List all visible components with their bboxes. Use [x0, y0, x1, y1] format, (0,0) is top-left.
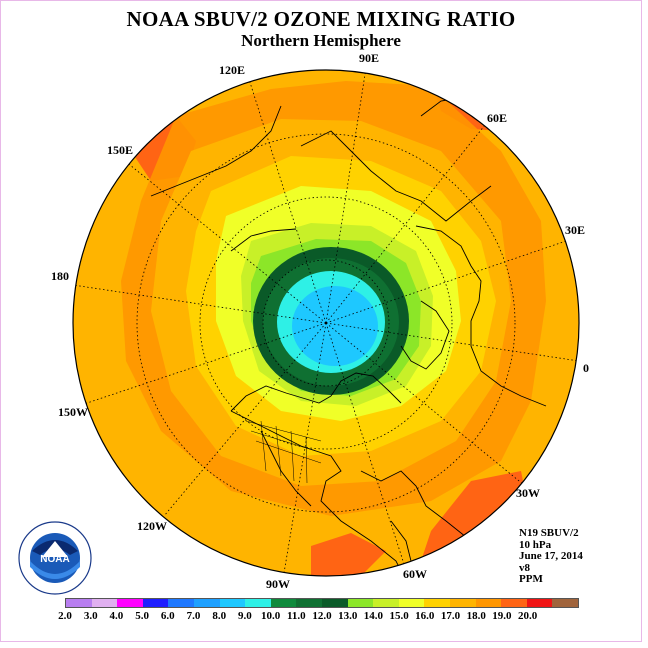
lon-label-90w: 90W	[266, 577, 290, 591]
colorbar-segment	[219, 599, 246, 607]
colorbar-tick-label: 3.0	[83, 610, 98, 622]
lon-label-90e: 90E	[359, 51, 380, 65]
lon-label-150e: 150E	[107, 143, 134, 157]
colorbar-segment	[501, 599, 527, 607]
colorbar-tick-label: 20.0	[517, 610, 538, 622]
colorbar-tick-label: 19.0	[492, 610, 512, 622]
colorbar-segment	[66, 599, 92, 607]
colorbar-segment	[193, 599, 220, 607]
colorbar-tick-label: 5.0	[135, 610, 149, 622]
state-boundaries	[245, 420, 322, 484]
colorbar-segment	[424, 599, 450, 607]
lon-label-0: 0	[583, 361, 589, 375]
colorbar-segment	[270, 599, 297, 607]
colorbar-tick-label: 16.0	[415, 610, 435, 622]
colorbar-tick-label: 11.0	[286, 610, 306, 622]
lon-label-30e: 30E	[565, 223, 586, 237]
polar-ozone-map	[72, 69, 580, 577]
lon-label-120e: 120E	[219, 63, 246, 77]
colorbar-segment	[321, 599, 348, 607]
colorbar-tick-label: 12.0	[312, 610, 332, 622]
noaa-logo-icon: NOAA	[18, 521, 92, 595]
lon-label-60e: 60E	[487, 111, 508, 125]
version-label: v8	[519, 561, 530, 574]
lon-label-150w: 150W	[58, 405, 88, 419]
colorbar-tick-label: 18.0	[466, 610, 486, 622]
colorbar-segment	[245, 599, 271, 607]
colorbar-segment	[449, 599, 476, 607]
lon-label-60w: 60W	[403, 567, 427, 581]
colorbar-tick-label: 13.0	[338, 610, 358, 622]
lon-label-120w: 120W	[137, 519, 167, 533]
colorbar-segment	[347, 599, 374, 607]
colorbar-tick-label: 15.0	[389, 610, 409, 622]
colorbar-tick-label: 7.0	[186, 610, 201, 622]
colorbar-segment	[91, 599, 118, 607]
coastlines	[150, 95, 547, 576]
colorbar-segment	[373, 599, 399, 607]
graticule	[73, 70, 579, 574]
colorbar-tick-label: 2.0	[58, 610, 72, 622]
units-label: PPM	[519, 573, 543, 585]
colorbar-segment	[296, 599, 322, 607]
colorbar	[65, 598, 579, 608]
colorbar-segment	[117, 599, 143, 607]
colorbar-tick-label: 6.0	[160, 610, 175, 622]
colorbar-tick-label: 9.0	[238, 610, 252, 622]
band-8-9	[292, 286, 378, 366]
logo-text: NOAA	[40, 554, 69, 565]
colorbar-segment	[552, 599, 578, 607]
colorbar-segment	[142, 599, 169, 607]
instrument-label: N19 SBUV/2	[519, 527, 579, 539]
map-boundary	[72, 69, 580, 577]
band-18-19-southam	[311, 533, 386, 576]
pressure-level-label: 10 hPa	[519, 538, 552, 551]
map-title: NOAA SBUV/2 OZONE MIXING RATIO	[126, 7, 516, 31]
colorbar-tick-label: 10.0	[260, 610, 281, 622]
colorbar-segment	[168, 599, 194, 607]
colorbar-labels: 2.0 3.0 4.0 5.0 6.0 7.0 8.0 9.0 10.0 11.0 12.0 13.0…	[58, 610, 579, 624]
colorbar-tick-label: 14.0	[363, 610, 384, 622]
ozone-field	[73, 70, 579, 576]
map-subtitle: Northern Hemisphere	[241, 31, 401, 50]
colorbar-tick-label: 4.0	[109, 610, 124, 622]
lon-label-30w: 30W	[516, 486, 540, 500]
lon-label-180: 180	[51, 269, 69, 283]
date-label: June 17, 2014	[519, 550, 583, 562]
colorbar-tick-label: 8.0	[212, 610, 227, 622]
colorbar-segment	[526, 599, 553, 607]
colorbar-segment	[475, 599, 502, 607]
colorbar-segment	[398, 599, 425, 607]
product-info: N19 SBUV/2 10 hPa June 17, 2014 v8 PPM	[519, 527, 583, 586]
colorbar-tick-label: 17.0	[440, 610, 461, 622]
